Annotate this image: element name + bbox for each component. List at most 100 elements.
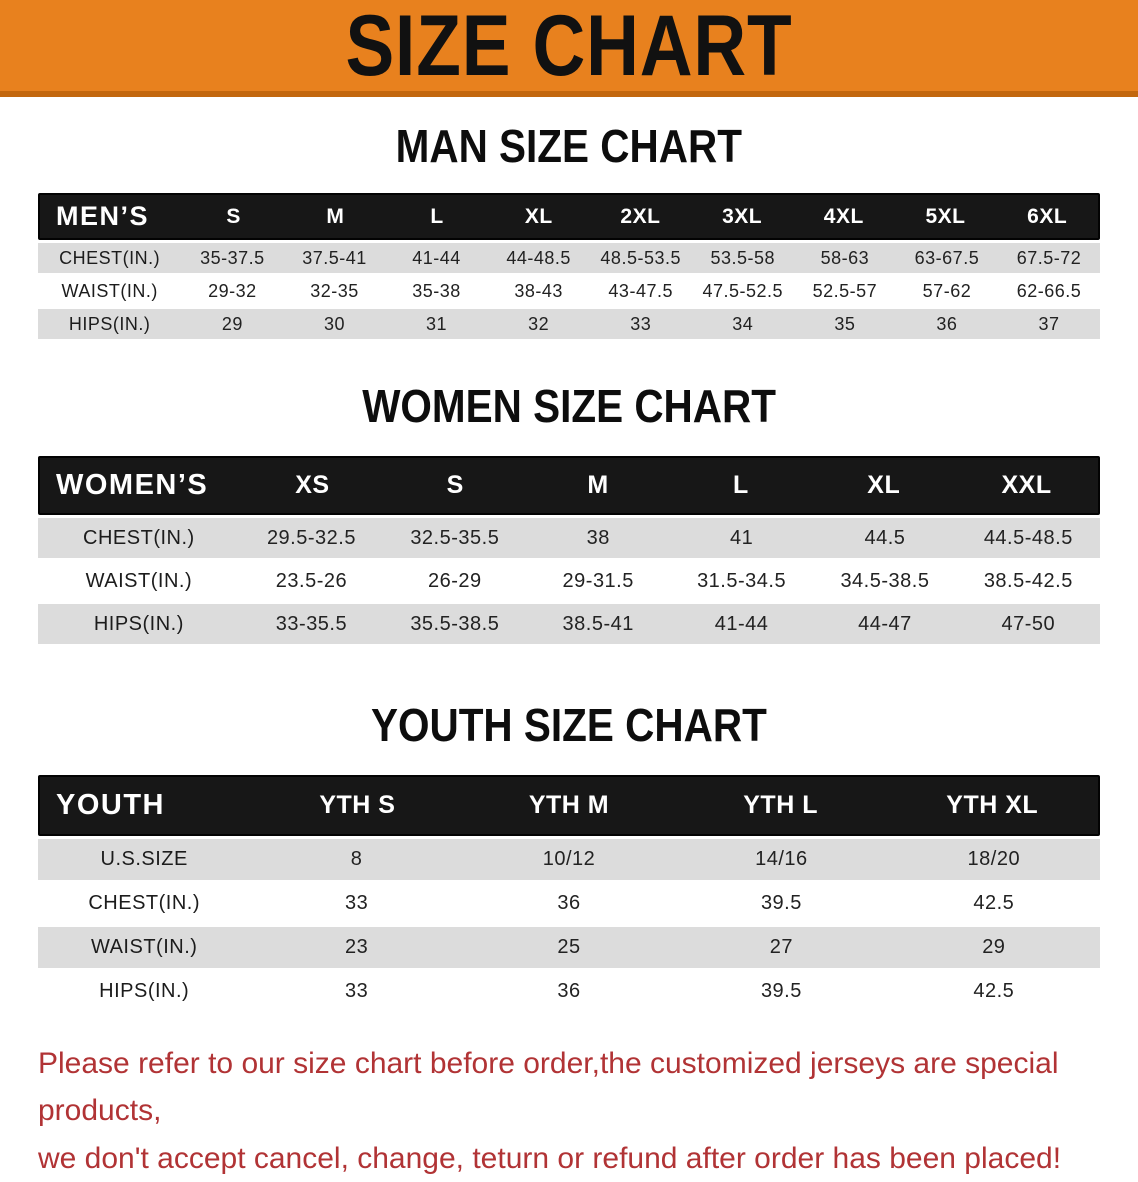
women-cell-2-4: 44-47 bbox=[858, 612, 912, 635]
women-column-header-5: XXL bbox=[1001, 471, 1052, 499]
men-cell-0-3: 44-48.5 bbox=[506, 247, 571, 268]
men-cell-0-0: 35-37.5 bbox=[200, 247, 265, 268]
men-cell-2-0: 29 bbox=[221, 313, 243, 334]
youth-table-row-2: WAIST(IN.) 23 25 27 29 bbox=[38, 927, 1100, 968]
women-column-header-3: L bbox=[733, 471, 749, 499]
youth-cell-0-2: 14/16 bbox=[755, 848, 808, 870]
youth-row-label-2: WAIST(IN.) bbox=[90, 936, 198, 958]
women-table-label: WOMEN’S bbox=[56, 469, 209, 501]
men-cell-2-1: 30 bbox=[323, 313, 345, 334]
men-cell-1-8: 62-66.5 bbox=[1016, 280, 1082, 301]
youth-row-label-1: CHEST(IN.) bbox=[88, 892, 201, 914]
men-cell-0-7: 63-67.5 bbox=[914, 247, 980, 268]
disclaimer-text: Please refer to our size chart before or… bbox=[38, 1040, 1100, 1182]
youth-cell-1-1: 36 bbox=[557, 892, 581, 914]
youth-cell-1-2: 39.5 bbox=[760, 892, 802, 914]
women-cell-1-5: 38.5-42.5 bbox=[983, 569, 1073, 592]
women-column-header-4: XL bbox=[867, 471, 901, 499]
men-column-header-4: 2XL bbox=[620, 204, 661, 228]
youth-row-label-3: HIPS(IN.) bbox=[99, 980, 190, 1002]
men-table-row-2: HIPS(IN.) 29 30 31 32 33 34 35 36 37 bbox=[38, 309, 1100, 339]
men-cell-1-7: 57-62 bbox=[922, 280, 972, 301]
women-column-header-2: M bbox=[587, 471, 609, 499]
women-cell-0-3: 41 bbox=[729, 526, 754, 549]
youth-cell-3-2: 39.5 bbox=[760, 980, 802, 1002]
men-column-header-8: 6XL bbox=[1027, 204, 1068, 228]
youth-cell-1-0: 33 bbox=[344, 892, 369, 914]
women-cell-2-5: 47-50 bbox=[1001, 612, 1056, 635]
youth-column-header-3: YTH XL bbox=[946, 791, 1039, 819]
men-column-header-2: L bbox=[430, 204, 444, 228]
men-column-header-5: 3XL bbox=[722, 204, 763, 228]
men-cell-0-8: 67.5-72 bbox=[1016, 247, 1082, 268]
men-cell-1-1: 32-35 bbox=[310, 280, 359, 301]
youth-cell-1-3: 42.5 bbox=[973, 892, 1015, 914]
men-cell-2-4: 33 bbox=[630, 313, 652, 334]
men-cell-2-2: 31 bbox=[426, 313, 448, 334]
youth-table-label: YOUTH bbox=[56, 789, 165, 821]
youth-table-row-1: CHEST(IN.) 33 36 39.5 42.5 bbox=[38, 883, 1100, 924]
youth-row-label-0: U.S.SIZE bbox=[100, 848, 188, 870]
youth-table-row-0: U.S.SIZE 8 10/12 14/16 18/20 bbox=[38, 839, 1100, 880]
youth-cell-2-0: 23 bbox=[344, 936, 369, 958]
men-table-label: MEN’S bbox=[56, 201, 150, 231]
men-row-label-0: CHEST(IN.) bbox=[59, 247, 161, 268]
youth-cell-3-1: 36 bbox=[557, 980, 581, 1002]
youth-cell-2-1: 25 bbox=[557, 936, 581, 958]
men-table-row-0: CHEST(IN.) 35-37.5 37.5-41 41-44 44-48.5 48.5… bbox=[38, 243, 1100, 273]
women-cell-1-1: 26-29 bbox=[428, 569, 482, 592]
youth-cell-3-0: 33 bbox=[344, 980, 369, 1002]
youth-cell-0-1: 10/12 bbox=[542, 848, 596, 870]
banner-title: SIZE CHART bbox=[345, 0, 793, 94]
men-cell-1-4: 43-47.5 bbox=[608, 280, 673, 301]
women-heading-text: WOMEN SIZE CHART bbox=[362, 380, 776, 432]
men-cell-2-7: 36 bbox=[936, 313, 958, 334]
women-table-row-2: HIPS(IN.) 33-35.5 35.5-38.5 38.5-41 41-44 44-… bbox=[38, 604, 1100, 644]
men-column-header-1: M bbox=[326, 204, 345, 228]
men-table-row-1: WAIST(IN.) 29-32 32-35 35-38 38-43 43-47.5 47.… bbox=[38, 276, 1100, 306]
men-cell-0-1: 37.5-41 bbox=[302, 247, 367, 268]
women-table-header: WOMEN’S XS S M L XL XXL bbox=[38, 456, 1100, 515]
youth-column-header-0: YTH S bbox=[319, 791, 396, 819]
women-cell-0-0: 29.5-32.5 bbox=[266, 526, 356, 549]
youth-section-heading: YOUTH SIZE CHART bbox=[0, 702, 1138, 748]
men-cell-1-6: 52.5-57 bbox=[812, 280, 878, 301]
men-cell-1-5: 47.5-52.5 bbox=[702, 280, 784, 301]
women-section-heading: WOMEN SIZE CHART bbox=[0, 383, 1138, 429]
men-column-header-0: S bbox=[226, 204, 241, 228]
women-cell-2-0: 33-35.5 bbox=[275, 612, 348, 635]
youth-cell-2-3: 29 bbox=[982, 936, 1006, 958]
men-row-label-1: WAIST(IN.) bbox=[61, 280, 158, 301]
men-heading-text: MAN SIZE CHART bbox=[395, 120, 743, 172]
youth-cell-0-3: 18/20 bbox=[967, 848, 1021, 870]
banner: SIZE CHART bbox=[0, 0, 1138, 97]
men-cell-0-2: 41-44 bbox=[412, 247, 461, 268]
men-cell-2-6: 35 bbox=[834, 313, 856, 334]
youth-cell-3-3: 42.5 bbox=[973, 980, 1015, 1002]
women-cell-1-2: 29-31.5 bbox=[562, 569, 634, 592]
men-cell-2-8: 37 bbox=[1038, 313, 1060, 334]
men-cell-1-3: 38-43 bbox=[514, 280, 563, 301]
disclaimer-line2: we don't accept cancel, change, teturn o… bbox=[38, 1141, 1062, 1175]
women-cell-1-3: 31.5-34.5 bbox=[697, 569, 787, 592]
women-cell-2-3: 41-44 bbox=[714, 612, 769, 635]
men-row-label-2: HIPS(IN.) bbox=[68, 313, 151, 334]
youth-cell-0-0: 8 bbox=[350, 848, 363, 870]
men-cell-1-0: 29-32 bbox=[208, 280, 257, 301]
disclaimer-line1: Please refer to our size chart before or… bbox=[38, 1047, 1059, 1128]
men-section-heading: MAN SIZE CHART bbox=[0, 123, 1138, 169]
men-cell-0-6: 58-63 bbox=[820, 247, 870, 268]
youth-column-header-2: YTH L bbox=[743, 791, 818, 819]
women-cell-1-0: 23.5-26 bbox=[275, 569, 348, 592]
youth-table-header: YOUTH YTH S YTH M YTH L YTH XL bbox=[38, 775, 1100, 836]
women-column-header-1: S bbox=[446, 471, 464, 499]
women-cell-0-4: 44.5 bbox=[864, 526, 906, 549]
youth-column-header-1: YTH M bbox=[528, 791, 610, 819]
women-table-row-1: WAIST(IN.) 23.5-26 26-29 29-31.5 31.5-34.5 34… bbox=[38, 561, 1100, 601]
women-cell-2-1: 35.5-38.5 bbox=[410, 612, 500, 635]
women-column-header-0: XS bbox=[295, 471, 330, 499]
men-table-header: MEN’S S M L XL 2XL 3XL 4XL 5XL 6XL bbox=[38, 193, 1100, 240]
women-cell-1-4: 34.5-38.5 bbox=[840, 569, 930, 592]
women-row-label-2: HIPS(IN.) bbox=[93, 612, 184, 635]
